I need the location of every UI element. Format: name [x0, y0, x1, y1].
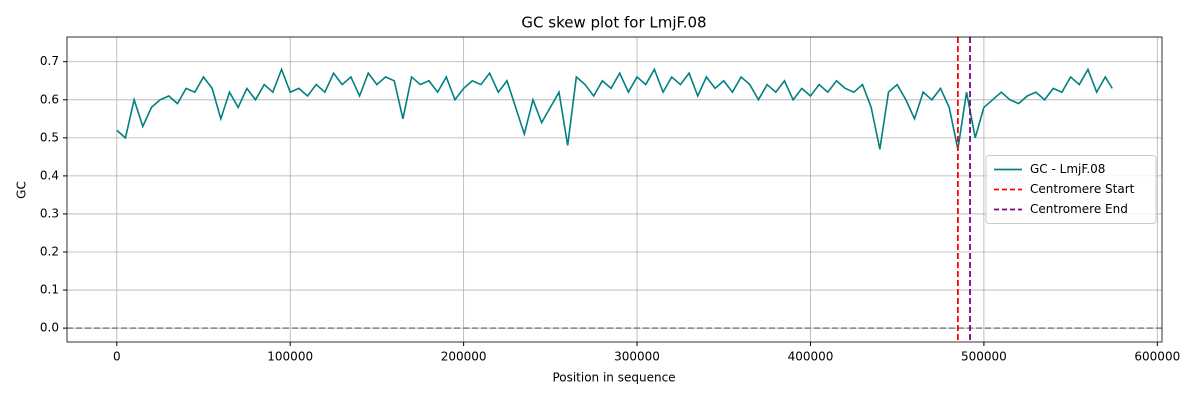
y-tick-label: 0.1 [40, 283, 59, 297]
legend-label: Centromere End [1030, 202, 1128, 216]
x-tick-label: 100000 [267, 350, 313, 364]
legend-label: Centromere Start [1030, 182, 1135, 196]
y-tick-label: 0.7 [40, 54, 59, 68]
x-tick-label: 200000 [441, 350, 487, 364]
y-tick-label: 0.4 [40, 168, 59, 182]
line-series [116, 67, 1113, 150]
x-tick-label: 500000 [961, 350, 1007, 364]
x-tick-label: 300000 [614, 350, 660, 364]
y-tick-label: 0.6 [40, 92, 59, 106]
x-tick-label: 600000 [1134, 350, 1180, 364]
x-axis-label: Position in sequence [552, 371, 675, 385]
x-tick-label: 0 [113, 350, 121, 364]
y-tick-label: 0.2 [40, 245, 59, 259]
y-tick-label: 0.0 [40, 321, 59, 335]
chart-title: GC skew plot for LmjF.08 [521, 14, 706, 32]
legend-label: GC - LmjF.08 [1030, 162, 1105, 176]
y-axis-label: GC [15, 181, 29, 199]
plot-frame [66, 36, 1163, 343]
y-tick-label: 0.5 [40, 130, 59, 144]
y-tick-label: 0.3 [40, 206, 59, 220]
legend: GC - LmjF.08 Centromere Start Centromere E… [985, 155, 1157, 224]
legend-box [985, 155, 1157, 224]
x-tick-label: 400000 [788, 350, 834, 364]
